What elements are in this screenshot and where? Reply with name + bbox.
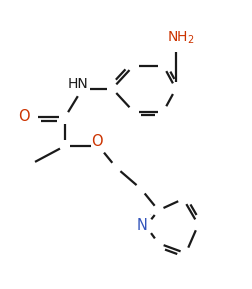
Text: O: O — [91, 134, 103, 149]
Text: N: N — [137, 218, 148, 233]
Text: O: O — [18, 109, 30, 124]
Text: NH$_2$: NH$_2$ — [167, 30, 195, 46]
Text: HN: HN — [68, 77, 88, 91]
